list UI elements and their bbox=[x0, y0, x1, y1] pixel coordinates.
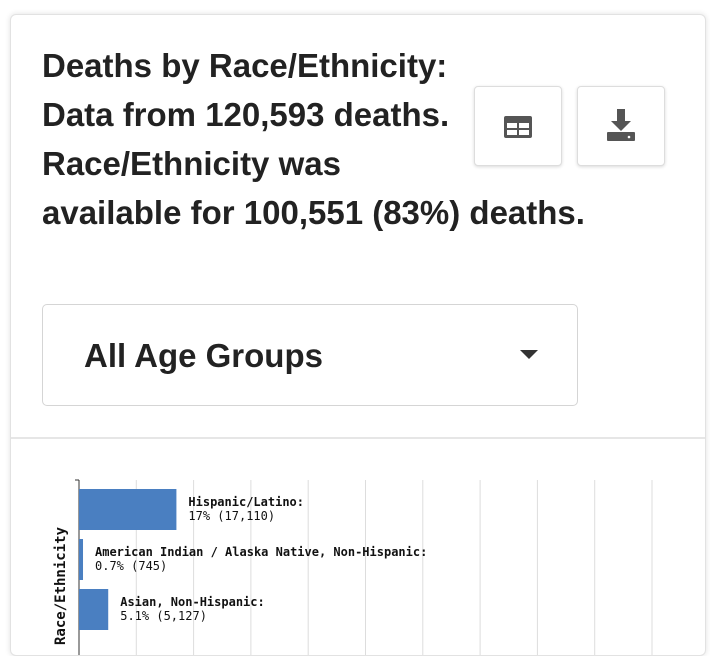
download-button[interactable] bbox=[577, 86, 665, 166]
title-text: Deaths by Race/Ethnicity: Data from 120,… bbox=[42, 47, 585, 231]
table-button[interactable] bbox=[474, 86, 562, 166]
age-group-dropdown[interactable]: All Age Groups bbox=[42, 304, 578, 406]
value-label: 0.7% (745) bbox=[95, 559, 167, 573]
download-icon bbox=[607, 109, 635, 141]
value-label: 17% (17,110) bbox=[188, 509, 275, 523]
card-title: Deaths by Race/Ethnicity: Data from 120,… bbox=[42, 41, 682, 237]
divider bbox=[11, 437, 705, 439]
caret bbox=[520, 350, 538, 359]
value-label: 5.1% (5,127) bbox=[120, 609, 207, 623]
card: Deaths by Race/Ethnicity: Data from 120,… bbox=[10, 14, 706, 656]
dropdown-label: All Age Groups bbox=[84, 337, 323, 374]
bar bbox=[79, 539, 84, 580]
category-label: Asian, Non-Hispanic: bbox=[120, 595, 265, 609]
page: Deaths by Race/Ethnicity: Data from 120,… bbox=[10, 14, 706, 656]
bar bbox=[79, 589, 109, 630]
table-icon bbox=[504, 116, 532, 138]
category-label: Hispanic/Latino: bbox=[188, 495, 304, 509]
bar bbox=[79, 489, 177, 530]
y-axis-label: Race/Ethnicity bbox=[53, 526, 69, 645]
chart: Race/Ethnicity Hispanic/Latino:17% (17,11… bbox=[53, 479, 653, 655]
category-label: American Indian / Alaska Native, Non-His… bbox=[95, 545, 427, 559]
